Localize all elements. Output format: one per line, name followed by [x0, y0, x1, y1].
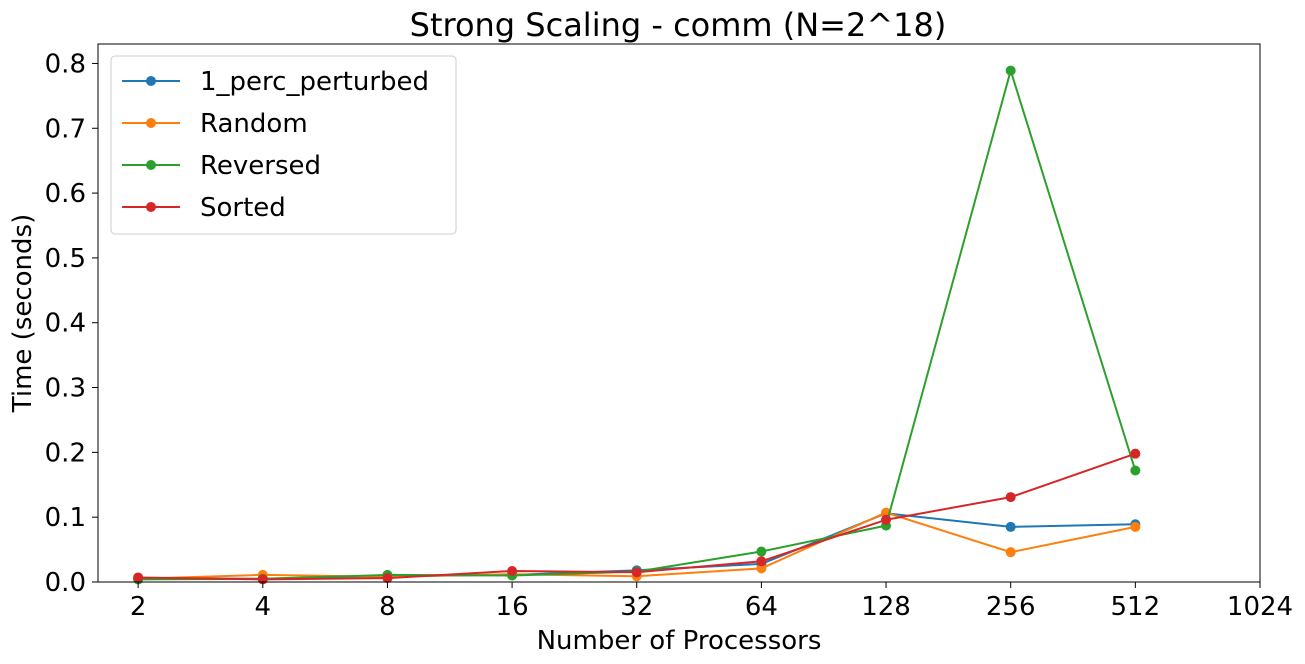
data-point: [756, 546, 767, 557]
y-tick-label: 0.3: [45, 374, 86, 404]
plot-frame: [97, 43, 1261, 583]
series-line: [138, 452, 1136, 581]
legend-item: Sorted: [122, 193, 286, 223]
data-point: [1005, 492, 1016, 503]
y-tick-label: 0.0: [45, 568, 86, 598]
x-tick-label: 32: [620, 592, 653, 622]
x-axis: 2 4 8 16 32 64 128 256 512 1024: [130, 582, 1293, 622]
legend-item: Reversed: [122, 151, 321, 181]
y-axis: 0.0 0.1 0.2 0.3 0.4 0.5 0.6 0.7 0.8: [45, 49, 98, 598]
data-point: [1130, 465, 1141, 476]
y-tick-label: 0.5: [45, 244, 86, 274]
data-point: [1005, 521, 1016, 532]
plot-series: [133, 65, 1141, 585]
x-tick-label: 64: [745, 592, 778, 622]
legend-label: Random: [200, 109, 308, 139]
data-point: [756, 563, 767, 574]
x-tick-label: 512: [1111, 592, 1161, 622]
x-axis-label: Number of Processors: [537, 626, 822, 656]
chart-title: Strong Scaling - comm (N=2^18): [410, 6, 947, 44]
y-axis-label: Time (seconds): [8, 214, 38, 413]
y-tick-label: 0.4: [45, 309, 86, 339]
data-point: [1005, 547, 1016, 558]
legend-item: 1_perc_perturbed: [122, 67, 429, 97]
data-point: [1005, 65, 1016, 76]
x-tick-label: 2: [130, 592, 147, 622]
legend-label: Sorted: [200, 193, 286, 223]
legend: 1_perc_perturbed Random Reversed Sorted: [110, 55, 457, 235]
y-tick-label: 0.7: [45, 114, 86, 144]
x-tick-label: 1024: [1227, 592, 1293, 622]
data-point: [507, 565, 518, 576]
data-point: [382, 573, 393, 584]
data-point: [881, 514, 892, 525]
x-tick-label: 256: [986, 592, 1036, 622]
legend-marker: [146, 118, 156, 128]
data-point: [1130, 448, 1141, 459]
x-tick-label: 128: [861, 592, 911, 622]
data-point: [756, 556, 767, 567]
legend-marker: [146, 76, 156, 86]
y-tick-label: 0.2: [45, 438, 86, 468]
legend-frame: [110, 55, 457, 235]
legend-marker: [146, 202, 156, 212]
y-tick-label: 0.1: [45, 503, 86, 533]
legend-label: 1_perc_perturbed: [200, 67, 429, 97]
y-tick-label: 0.8: [45, 49, 86, 79]
legend-label: Reversed: [200, 151, 321, 181]
legend-item: Random: [122, 109, 308, 139]
x-tick-label: 16: [496, 592, 529, 622]
data-point: [631, 567, 642, 578]
legend-marker: [146, 160, 156, 170]
x-tick-label: 4: [255, 592, 272, 622]
y-tick-label: 0.6: [45, 179, 86, 209]
data-point: [133, 572, 144, 583]
x-tick-label: 8: [379, 592, 396, 622]
data-point: [1130, 521, 1141, 532]
series-3: [133, 448, 1141, 585]
